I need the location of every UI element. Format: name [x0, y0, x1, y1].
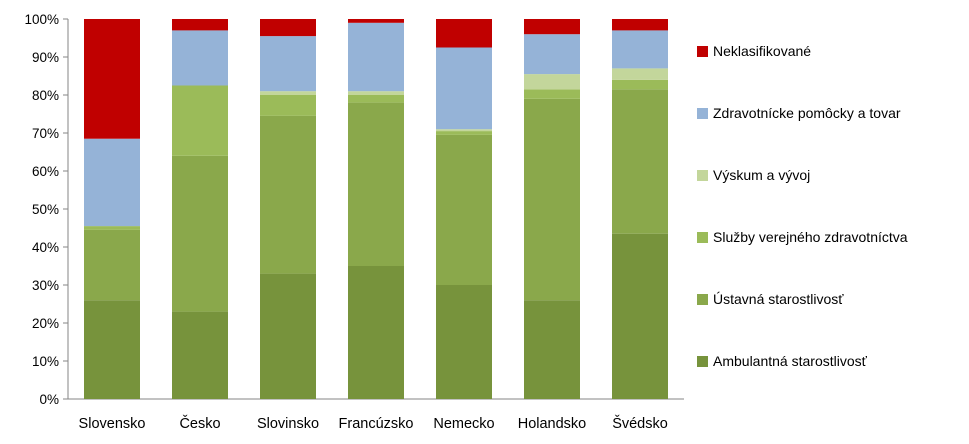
bar-segment: [84, 138, 140, 227]
bar-segment: [172, 155, 228, 312]
bar-segment: [436, 131, 492, 135]
y-tick-label: 20%: [32, 316, 59, 331]
y-tick-label: 0%: [39, 392, 59, 407]
bar-segment: [84, 19, 140, 139]
legend-swatch: [697, 232, 708, 243]
y-tick-label: 90%: [32, 50, 59, 65]
x-category-label: Nemecko: [433, 416, 494, 432]
legend-label: Zdravotnícke pomôcky a tovar: [713, 105, 901, 121]
y-tick-label: 50%: [32, 202, 59, 217]
bar-segment: [260, 115, 316, 274]
bar-segment: [612, 19, 668, 31]
bar-segment: [612, 68, 668, 80]
bar-segment: [524, 34, 580, 75]
bar-segment: [524, 19, 580, 35]
bar-segment: [84, 229, 140, 301]
bar-segment: [436, 134, 492, 285]
legend-label: Ústavná starostlivosť: [713, 291, 844, 307]
legend-label: Ambulantná starostlivosť: [713, 353, 868, 369]
y-tick-label: 100%: [24, 12, 59, 27]
bar-segment: [172, 311, 228, 399]
x-category-label: Slovensko: [79, 416, 146, 432]
bar-segment: [436, 47, 492, 130]
y-tick-label: 60%: [32, 164, 59, 179]
bar-segment: [348, 22, 404, 92]
bar-segment: [612, 79, 668, 90]
legend-swatch: [697, 46, 708, 57]
bar-segment: [524, 98, 580, 301]
bar-segment: [524, 74, 580, 90]
bar-segment: [84, 300, 140, 399]
bar-segment: [524, 89, 580, 99]
bar-segment: [260, 36, 316, 92]
bar-segment: [172, 85, 228, 156]
x-category-label: Slovinsko: [257, 416, 319, 432]
bar-segment: [172, 19, 228, 31]
legend-label: Služby verejného zdravotníctva: [713, 229, 908, 245]
x-axis-labels: Slovensko Česko Slovinsko Francúzsko Nemecko…: [79, 415, 668, 432]
y-tick-label: 80%: [32, 88, 59, 103]
y-tick-label: 10%: [32, 354, 59, 369]
bar-segment: [260, 19, 316, 37]
bar-segment: [348, 19, 404, 23]
y-tick-label: 40%: [32, 240, 59, 255]
legend: Neklasifikované Zdravotnícke pomôcky a to…: [697, 43, 908, 369]
x-category-label: Francúzsko: [339, 416, 414, 432]
bar-segment: [348, 266, 404, 399]
x-category-label: Holandsko: [518, 416, 587, 432]
bar-segment: [260, 273, 316, 399]
bar-segment: [172, 30, 228, 86]
legend-swatch: [697, 108, 708, 119]
x-category-label: Švédsko: [612, 415, 668, 432]
bar-segment: [436, 129, 492, 132]
y-axis: 0% 10% 20% 30% 40% 50% 60% 70% 80% 90% 100%: [24, 12, 684, 407]
bar-segment: [436, 285, 492, 399]
legend-label: Neklasifikované: [713, 43, 811, 59]
bar-segment: [260, 91, 316, 95]
bar-segment: [260, 95, 316, 116]
bar-segment: [348, 102, 404, 266]
bar-segment: [348, 95, 404, 103]
y-tick-label: 30%: [32, 278, 59, 293]
bars: [84, 19, 668, 399]
bar-segment: [84, 226, 140, 230]
legend-label: Výskum a vývoj: [713, 167, 810, 183]
bar-segment: [612, 89, 668, 234]
bar-segment: [612, 30, 668, 69]
bar-segment: [524, 300, 580, 399]
legend-swatch: [697, 356, 708, 367]
legend-swatch: [697, 170, 708, 181]
bar-segment: [612, 233, 668, 399]
y-tick-label: 70%: [32, 126, 59, 141]
bar-segment: [348, 91, 404, 95]
x-category-label: Česko: [179, 415, 220, 432]
legend-swatch: [697, 294, 708, 305]
bar-segment: [436, 19, 492, 48]
